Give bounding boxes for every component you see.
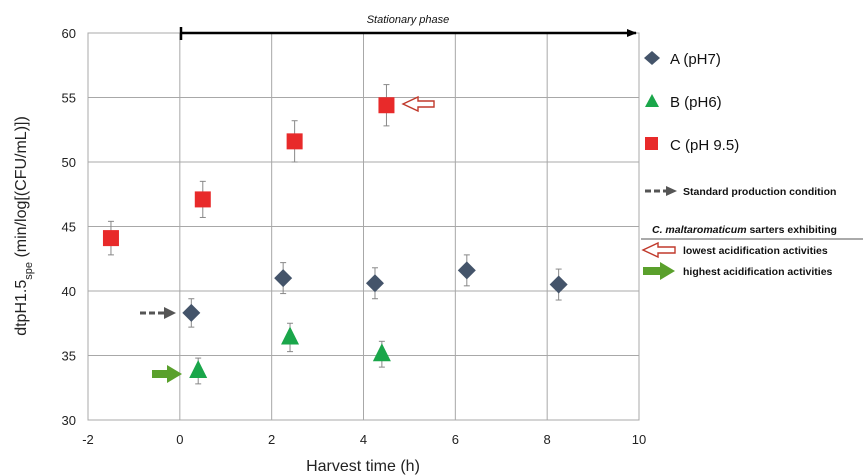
data-point-square <box>286 133 303 150</box>
y-axis-title-sub: spe <box>23 262 35 280</box>
standard-condition-arrow <box>140 307 176 319</box>
lowest-acidification-arrow <box>401 95 435 113</box>
legend-lowest-acidification: lowest acidification activities <box>641 241 828 259</box>
starter-heading-rest: sarters exhibiting <box>747 224 837 236</box>
y-axis-title-rest: (min/log[(CFU/mL)]) <box>13 116 30 262</box>
y-axis-title: dtpH1.5spe (min/log[(CFU/mL)]) <box>13 116 35 336</box>
horizontal-gridlines <box>88 97 639 356</box>
x-tick-label: 10 <box>632 432 646 447</box>
highest-acidification-arrow <box>152 365 182 383</box>
legend-label-c: C (pH 9.5) <box>670 137 739 154</box>
data-point-diamond <box>549 275 568 294</box>
data-point-diamond <box>457 261 476 280</box>
data-point-square <box>378 97 395 114</box>
legend: A (pH7) B (pH6) C (pH 9.5) Standard prod… <box>641 51 863 280</box>
x-tick-label: 8 <box>544 432 551 447</box>
data-point-triangle <box>189 359 208 378</box>
x-tick-label: 2 <box>268 432 275 447</box>
y-tick-label: 30 <box>62 413 76 428</box>
y-tick-label: 60 <box>62 26 76 41</box>
x-tick-label: 4 <box>360 432 367 447</box>
y-tick-label: 40 <box>62 284 76 299</box>
y-tick-label: 55 <box>62 91 76 106</box>
legend-item-b: B (pH6) <box>645 94 722 111</box>
legend-label-a: A (pH7) <box>670 51 721 68</box>
data-point-diamond <box>182 303 201 322</box>
legend-highest-acidification: highest acidification activities <box>643 262 833 280</box>
starter-heading-species: C. maltaromaticum <box>652 224 747 236</box>
data-point-triangle <box>281 326 300 345</box>
y-tick-label: 35 <box>62 349 76 364</box>
x-tick-label: -2 <box>82 432 94 447</box>
data-point-square <box>194 191 211 208</box>
legend-standard-condition: Standard production condition <box>645 186 836 198</box>
data-point-triangle <box>372 343 391 362</box>
stationary-phase-annotation: Stationary phase <box>179 14 637 40</box>
y-tick-label: 50 <box>62 155 76 170</box>
x-tick-label: 0 <box>176 432 183 447</box>
legend-highest-label: highest acidification activities <box>683 266 833 278</box>
x-axis-title: Harvest time (h) <box>306 458 420 475</box>
legend-triangle-marker <box>645 94 659 107</box>
x-tick-label: 6 <box>452 432 459 447</box>
y-tick-labels: 30 35 40 45 50 55 60 <box>62 26 76 428</box>
data-points <box>102 97 568 378</box>
y-tick-label: 45 <box>62 220 76 235</box>
legend-square-marker <box>645 137 658 150</box>
y-axis-title-main: dtpH1.5 <box>13 280 30 336</box>
data-point-diamond <box>365 274 384 293</box>
legend-item-c: C (pH 9.5) <box>645 137 739 154</box>
data-point-diamond <box>274 269 293 288</box>
plot-area <box>87 32 640 421</box>
starter-heading: C. maltaromaticum sarters exhibiting <box>652 224 837 236</box>
stationary-phase-label: Stationary phase <box>367 14 450 26</box>
legend-standard-label: Standard production condition <box>683 186 836 198</box>
legend-label-b: B (pH6) <box>670 94 722 111</box>
data-point-square <box>102 230 119 247</box>
legend-diamond-marker <box>644 51 660 65</box>
legend-item-a: A (pH7) <box>644 51 721 68</box>
x-tick-labels: -2 0 2 4 6 8 10 <box>82 432 646 447</box>
chart-arrows <box>140 95 435 383</box>
legend-lowest-label: lowest acidification activities <box>683 245 828 257</box>
